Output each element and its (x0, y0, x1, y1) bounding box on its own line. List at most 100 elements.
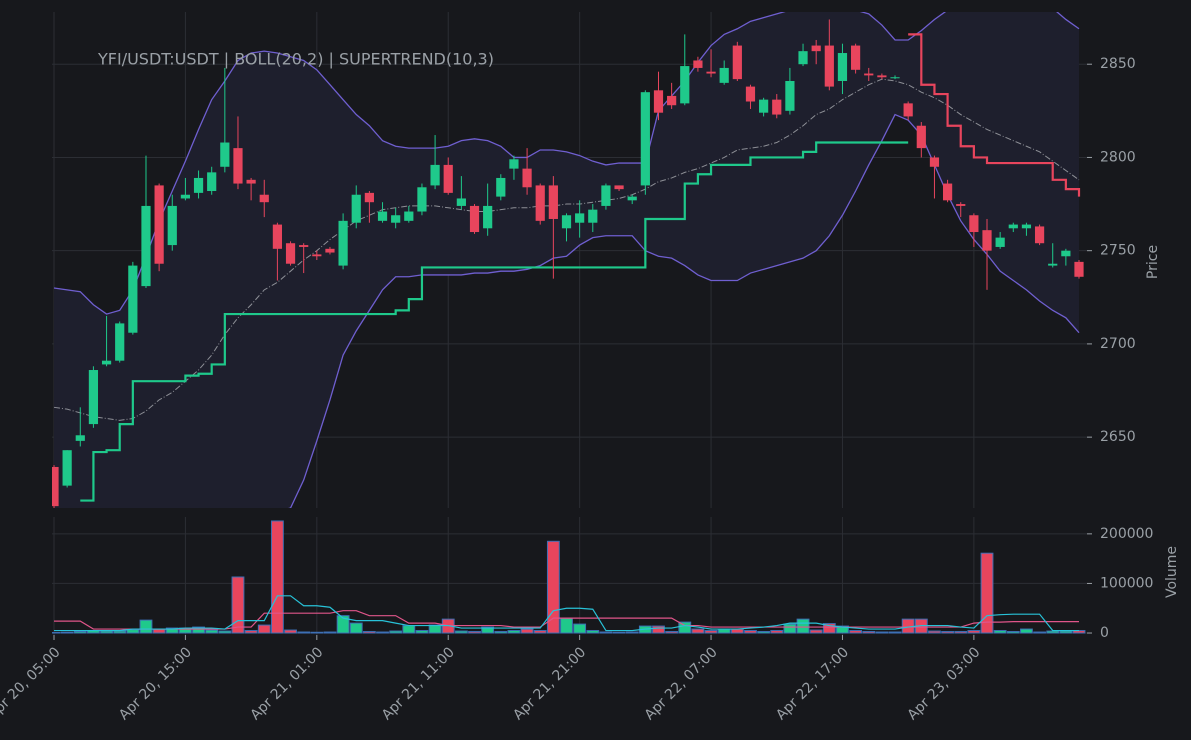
volume-bar (1059, 630, 1073, 634)
volume-bar (993, 630, 1007, 634)
candle-body (1034, 226, 1045, 244)
y-tick-label: 2650 (1100, 429, 1136, 445)
volume-bar (678, 621, 692, 634)
chart-title: YFI/USDT:USDT | BOLL(20,2) | SUPERTREND(… (97, 50, 494, 69)
volume-bar (310, 631, 324, 634)
volume-bar (362, 631, 376, 634)
candle-body (798, 51, 808, 65)
volume-bar (231, 576, 245, 634)
candle-body (1021, 224, 1032, 229)
candle-body (391, 215, 401, 223)
volume-bar (402, 625, 416, 634)
candle-body (745, 86, 756, 102)
volume-bar (1006, 631, 1020, 634)
candle-body (456, 198, 466, 206)
volume-bar (73, 631, 87, 634)
volume-bar (323, 631, 337, 634)
volume-bar (1046, 630, 1060, 634)
volume-bar (980, 552, 994, 634)
candle-body (312, 254, 322, 257)
candle-body (929, 157, 940, 167)
volume-bar (428, 624, 442, 634)
candle-body (377, 211, 388, 221)
candle-body (1061, 250, 1071, 257)
volume-panel (52, 520, 1086, 634)
candle-body (575, 213, 585, 223)
x-tick-label: Apr 20, 15:00 (116, 644, 195, 723)
volume-bar (60, 631, 74, 634)
volume-bar (744, 630, 757, 634)
candle-body (916, 125, 926, 149)
y-tick-label: 2750 (1100, 243, 1136, 259)
volume-bar (1033, 631, 1046, 634)
candle-body (233, 148, 243, 184)
volume-bar (665, 631, 679, 634)
candle-body (75, 435, 85, 441)
candle-body (259, 194, 269, 203)
volume-bar (297, 631, 311, 634)
candle-body (101, 360, 112, 365)
volume-bar (468, 631, 481, 634)
volume-bar (1020, 628, 1033, 634)
candle-body (640, 92, 650, 186)
volume-bar (796, 618, 810, 634)
candle-body (732, 45, 742, 80)
candle-body (128, 265, 138, 333)
volume-bar (625, 631, 639, 634)
candle-body (561, 215, 572, 229)
x-tick-label: Apr 23, 03:00 (905, 644, 984, 723)
volume-bar (494, 631, 508, 634)
volume-bar (941, 631, 955, 634)
candle-body (62, 450, 72, 486)
x-tick-label: Apr 21, 21:00 (510, 644, 589, 723)
candle-body (982, 230, 992, 251)
y-tick-label: 200000 (1100, 526, 1153, 542)
volume-bar (836, 625, 849, 634)
candle-body (496, 177, 506, 197)
y-axis-label: Volume (1164, 546, 1180, 598)
candle-body (1008, 224, 1018, 229)
candle-body (706, 71, 716, 74)
candle-body (364, 192, 374, 203)
volume-bar (573, 623, 587, 634)
y-tick-label: 2800 (1100, 149, 1136, 165)
candle-body (969, 215, 979, 233)
x-tick-label: Apr 21, 01:00 (247, 644, 326, 723)
candle-body (88, 370, 99, 425)
candle-body (772, 99, 782, 115)
candle-body (588, 209, 598, 223)
volume-bar (533, 630, 547, 634)
candle-body (430, 164, 440, 186)
candle-body (207, 172, 217, 192)
x-tick-label: Apr 21, 11:00 (379, 644, 458, 723)
candle-body (864, 73, 874, 76)
volume-bar (205, 629, 219, 634)
volume-bar (284, 629, 297, 634)
candle-body (785, 80, 795, 111)
candle-body (995, 237, 1005, 247)
volume-bar (757, 631, 771, 634)
candle-body (338, 220, 348, 266)
volume-bar (139, 619, 153, 634)
volume-bar (560, 617, 573, 634)
candle-body (824, 45, 834, 87)
candle-body (52, 466, 59, 507)
candle-body (299, 245, 309, 247)
volume-bar (257, 624, 271, 634)
candle-body (246, 179, 256, 184)
volume-bar (113, 630, 127, 634)
supertrend-down (908, 33, 1081, 197)
volume-bar (612, 631, 626, 634)
volume-bar (875, 631, 889, 634)
volume-bar (783, 623, 797, 634)
candle-body (851, 45, 861, 70)
volume-bar (967, 630, 981, 634)
candle-body (154, 185, 164, 264)
x-tick-label: Apr 22, 07:00 (642, 644, 721, 723)
candle-body (115, 323, 125, 361)
candle-body (1074, 261, 1084, 277)
volume-bar (481, 626, 495, 634)
volume-bar (586, 630, 600, 634)
volume-bar (192, 626, 205, 634)
